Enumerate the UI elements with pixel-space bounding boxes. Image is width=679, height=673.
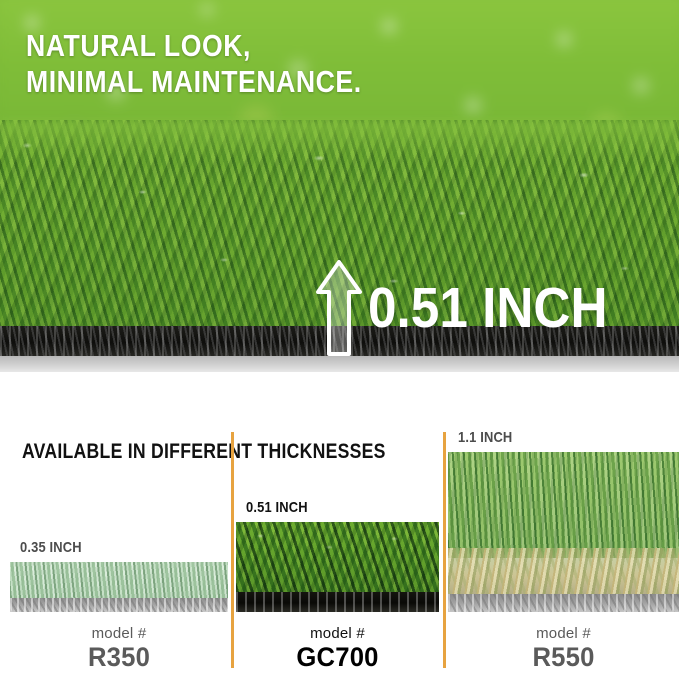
turf-sample-r550	[448, 452, 679, 612]
turf-sample-r350	[10, 562, 228, 612]
turf-blades-r350	[10, 562, 228, 598]
model-id-r350: R350	[87, 642, 151, 672]
comparison-title: AVAILABLE IN DIFFERENT THICKNESSES	[22, 440, 386, 463]
model-prefix-r550: model #	[536, 625, 591, 642]
turf-blades-r550	[448, 452, 679, 558]
turf-backing-r550	[448, 594, 679, 612]
panel-divider-2	[443, 432, 446, 668]
thickness-label-r350: 0.35 INCH	[20, 539, 82, 556]
hero-thickness-callout: 0.51 INCH	[316, 258, 634, 358]
model-id-r550: R550	[532, 642, 595, 672]
turf-backing-layer	[0, 326, 679, 356]
model-block-r550: model # R550	[448, 626, 679, 671]
model-block-gc700: model # GC700	[236, 626, 439, 671]
turf-thatch-r550	[448, 548, 679, 594]
headline-line-1: NATURAL LOOK,	[26, 28, 251, 63]
model-prefix-gc700: model #	[310, 625, 365, 642]
turf-backing-r350	[10, 598, 228, 612]
panel-divider-1	[231, 432, 234, 668]
model-id-gc700: GC700	[296, 642, 379, 672]
floor-surface	[0, 356, 679, 372]
hero-image: NATURAL LOOK, MINIMAL MAINTENANCE. 0.51 …	[0, 0, 679, 372]
hero-headline: NATURAL LOOK, MINIMAL MAINTENANCE.	[26, 28, 362, 100]
turf-sample-gc700	[236, 522, 439, 612]
thickness-label-r550: 1.1 INCH	[458, 429, 513, 446]
turf-backing-gc700	[236, 592, 439, 612]
turf-surface-texture	[0, 120, 679, 332]
headline-line-2: MINIMAL MAINTENANCE.	[26, 64, 362, 99]
thickness-label-gc700: 0.51 INCH	[246, 499, 308, 516]
model-block-r350: model # R350	[10, 626, 228, 671]
hero-thickness-value: 0.51 INCH	[368, 276, 608, 340]
model-prefix-r350: model #	[91, 625, 147, 642]
arrow-up-icon	[316, 258, 362, 358]
thickness-comparison-section: AVAILABLE IN DIFFERENT THICKNESSES 0.35 …	[0, 372, 679, 673]
turf-blades-gc700	[236, 522, 439, 592]
